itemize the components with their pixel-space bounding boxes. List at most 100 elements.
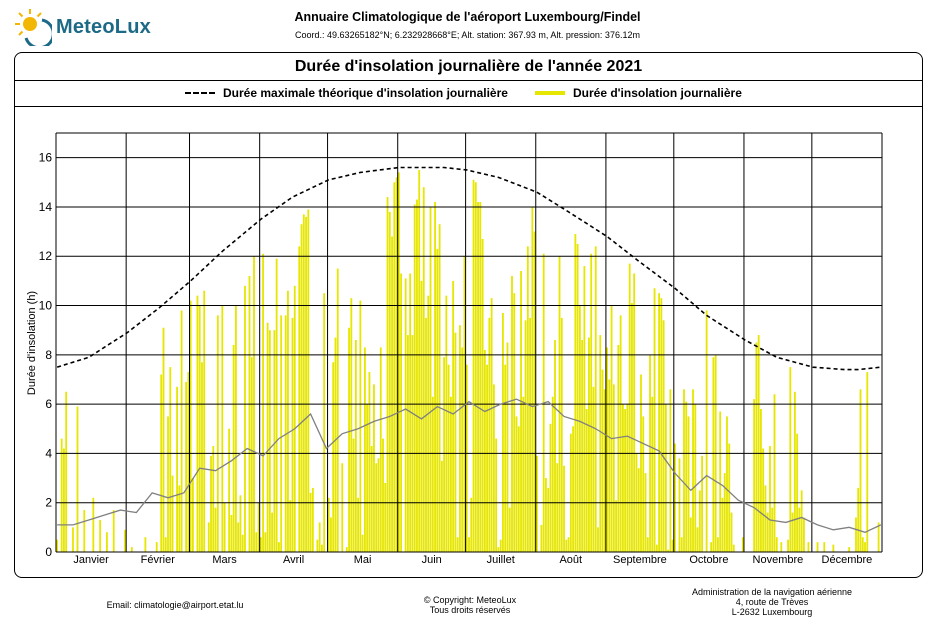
sunshine-bar [431,396,434,552]
sunshine-bar [316,539,319,552]
sunshine-bar [741,537,744,552]
sunshine-bar [357,497,360,552]
sunshine-bar [728,443,731,552]
sunshine-bar [683,389,685,552]
sunshine-bar [857,487,860,552]
sunshine-bar [228,428,231,552]
sunshine-bar [459,325,461,552]
month-label: Avril [283,554,304,566]
sunshine-bar [171,475,174,552]
sunshine-bar [384,482,387,552]
sunshine-bar [807,542,810,552]
sunshine-bar [757,335,760,552]
sunshine-bar [692,389,694,552]
sunshine-bar [266,322,269,552]
sunshine-bar [866,372,869,552]
sunshine-bar [366,404,369,552]
sunshine-bar [176,386,178,552]
sunshine-bar [497,547,500,552]
sunshine-bar [268,330,271,552]
sunshine-bar [375,463,378,552]
sunshine-bar [434,202,436,552]
sunshine-bar [201,362,203,552]
sunshine-bar [404,278,407,552]
sunshine-bar [660,298,663,552]
sunshine-bar [578,305,581,552]
sunshine-bar [617,344,620,552]
sunshine-bar [443,357,446,552]
sunshine-bar [112,510,115,552]
sunshine-bar [637,468,640,552]
yellow-bar-swatch [535,91,565,95]
sunshine-bar [861,537,864,552]
sunshine-bar [291,317,294,552]
sunshine-bar [533,231,536,552]
sunshine-bar [631,303,633,552]
sunshine-bar [653,288,656,552]
sunshine-bar [449,396,452,552]
sunshine-bar [278,542,280,552]
sunshine-bar [427,295,430,552]
sunshine-bar [445,295,448,552]
sunshine-bar [717,537,719,552]
sunshine-bar [477,202,479,552]
sunshine-bar [762,448,765,552]
sunshine-bar [83,510,86,552]
sunshine-bar [76,406,79,552]
sunshine-bar [422,187,425,552]
sunshine-bar [169,367,172,552]
sunshine-bar [678,458,681,552]
sunshine-bar [393,182,396,553]
sunshine-bar [400,273,403,552]
sunshine-bar [671,539,674,552]
sunshine-bar [341,463,344,552]
sunshine-bar [506,342,509,552]
sunshine-bar [461,347,464,552]
sunshine-bar [588,337,590,552]
sunshine-bar [60,438,63,552]
sunshine-bar [545,478,547,552]
sunshine-bar [280,315,283,552]
sunshine-bar [223,502,226,552]
sunshine-bar [651,396,654,552]
sunshine-bar [705,310,708,552]
sunshine-bar [230,515,233,552]
sunshine-bar [655,544,658,552]
sunshine-bar [370,446,373,552]
sunshine-bar [633,273,636,552]
sunshine-bar [775,537,778,552]
sunshine-bar [198,305,201,552]
admin-name: Administration de la navigation aérienne [691,587,853,597]
sunshine-bar [549,423,552,552]
y-tick-label: 6 [45,397,52,411]
sunshine-bar [610,305,613,552]
meteolux-logo: MeteoLux [12,6,152,50]
sunshine-bar [674,443,676,552]
sunshine-bar [626,404,629,552]
sunshine-bar [547,487,550,552]
sunshine-bar [755,342,758,552]
sunshine-bar [592,386,595,552]
sunshine-bar [364,347,366,552]
sunshine-bar [492,384,495,552]
sunshine-bar [479,202,482,552]
y-tick-label: 8 [45,348,52,362]
sunshine-bar [239,495,242,552]
sunshine-bar [800,490,803,552]
sunshine-bar [474,182,477,553]
sun-logo-icon [15,9,55,50]
month-label: Octobre [689,554,728,566]
legend-item-sunshine: Durée d'insolation journalière [535,86,742,100]
month-label: Août [559,554,582,566]
sunshine-bar [438,224,441,552]
sunshine-bar [599,335,602,552]
sunshine-bar [273,330,276,552]
month-label: Mars [212,554,237,566]
sunshine-bar [368,372,371,552]
sunshine-bar [264,532,267,552]
sunshine-bar [203,290,206,552]
sunshine-bar [162,327,165,552]
sunshine-bar [241,534,244,552]
y-tick-label: 12 [39,249,53,263]
